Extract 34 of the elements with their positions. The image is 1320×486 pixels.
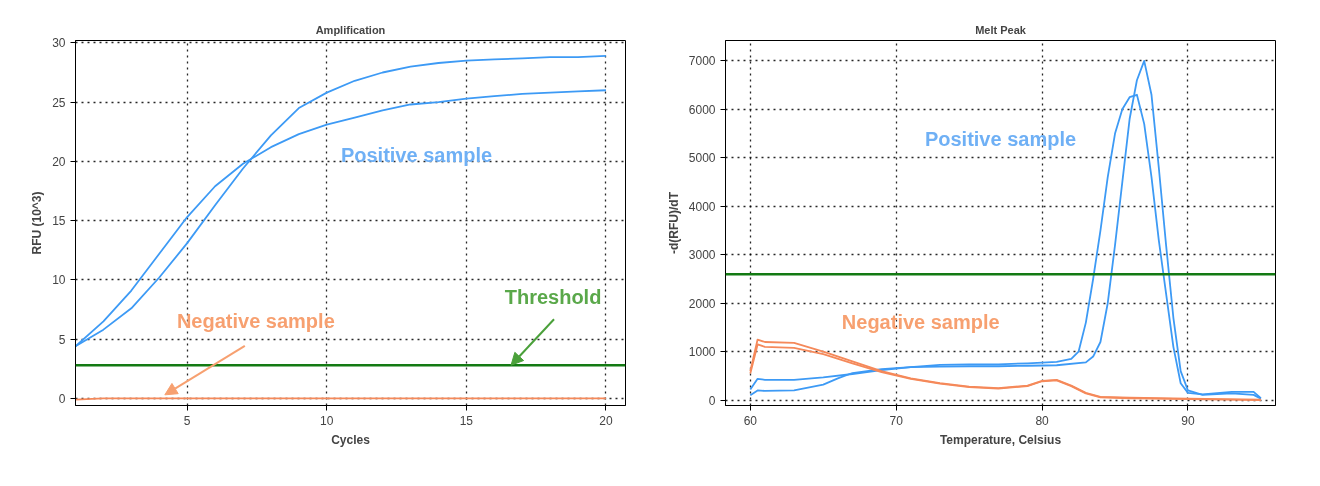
y-tick-label: 5000 xyxy=(688,151,716,166)
x-tick-label: 15 xyxy=(459,413,474,428)
chart-title: Melt Peak xyxy=(975,23,1027,36)
y-tick-label: 2000 xyxy=(688,296,716,311)
y-tick-label: 6000 xyxy=(688,102,716,117)
y-tick-label: 0 xyxy=(708,393,716,408)
y-tick-label: 3000 xyxy=(688,248,716,263)
x-tick-label: 90 xyxy=(1181,413,1195,428)
x-axis-title: Cycles xyxy=(331,432,371,447)
annotation: Threshold xyxy=(504,286,602,309)
x-tick-label: 60 xyxy=(743,413,758,428)
x-tick-label: 80 xyxy=(1035,413,1050,428)
x-tick-label: 5 xyxy=(183,413,191,428)
chart-title: Amplification xyxy=(315,23,386,36)
y-tick-label: 30 xyxy=(52,36,66,51)
y-axis-title: -d(RFU)/dT xyxy=(666,191,681,254)
y-tick-label: 5 xyxy=(58,332,66,347)
y-tick-label: 1000 xyxy=(688,345,716,360)
y-tick-label: 10 xyxy=(52,273,66,288)
annotation: Negative sample xyxy=(176,309,335,332)
x-axis-title: Temperature, Celsius xyxy=(939,432,1062,447)
x-tick-label: 20 xyxy=(599,413,613,428)
annotation: Positive sample xyxy=(924,128,1077,151)
annotation: Positive sample xyxy=(340,144,493,167)
x-tick-label: 70 xyxy=(889,413,904,428)
y-tick-label: 15 xyxy=(52,214,66,229)
y-tick-label: 7000 xyxy=(688,54,716,69)
x-tick-label: 10 xyxy=(320,413,334,428)
y-tick-label: 4000 xyxy=(688,199,716,214)
annotation: Negative sample xyxy=(841,310,1000,333)
y-tick-label: 25 xyxy=(52,95,66,110)
y-axis-title: RFU (10^3) xyxy=(30,191,45,255)
y-tick-label: 20 xyxy=(52,154,66,169)
y-tick-label: 0 xyxy=(58,391,66,406)
